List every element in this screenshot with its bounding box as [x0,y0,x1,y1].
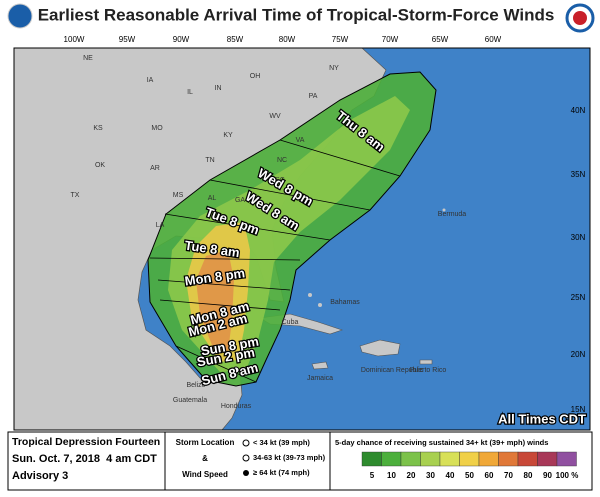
place-label: NY [329,65,339,72]
place-label: AL [208,195,217,202]
storm-location [232,366,240,374]
storm-location-label: Storm Location [176,438,235,447]
latitude-label: 20N [571,350,586,359]
place-label: Dominican Republic [361,367,424,374]
scale-swatch [361,451,382,467]
longitude-label: 90W [173,35,190,44]
place-label: MO [151,125,163,132]
scale-label: 80 [524,471,533,480]
wind-category: 34-63 kt (39-73 mph) [253,453,326,462]
place-label: Bermuda [438,211,467,218]
bermuda [442,208,446,212]
noaa-logo [7,3,33,29]
scale-swatch [459,451,480,467]
place-label: IA [147,77,154,84]
scale-swatch [478,451,499,467]
scale-swatch [400,451,421,467]
place-label: TX [71,192,80,199]
latitude-label: 15N [571,405,586,414]
place-label: Guatemala [173,397,207,404]
place-label: LA [156,222,165,229]
place-label: WV [269,113,281,120]
scale-label: 20 [407,471,416,480]
wind-category: < 34 kt (39 mph) [253,438,310,447]
scale-swatch [381,451,402,467]
place-label: VA [296,137,305,144]
wind-category: ≥ 64 kt (74 mph) [253,468,310,477]
nws-logo-center [573,11,587,25]
place-label: Bahamas [330,299,360,306]
symbol-hurricane [243,470,249,476]
scale-swatch [537,451,558,467]
place-label: TN [205,157,214,164]
time-note: All Times CDT [498,411,586,426]
place-label: MS [173,192,184,199]
place-label: AR [150,165,160,172]
scale-swatch [498,451,519,467]
place-label: PA [309,93,318,100]
probability-title: 5-day chance of receiving sustained 34+ … [335,438,548,447]
scale-label: 10 [387,471,396,480]
longitude-label: 100W [64,35,85,44]
latitude-label: 35N [571,170,586,179]
longitude-label: 95W [119,35,136,44]
latitude-label: 30N [571,233,586,242]
map-frame [13,47,591,431]
puerto-rico [419,359,433,365]
place-label: Honduras [221,403,252,410]
place-label: NE [83,55,93,62]
place-label: SC [275,177,285,184]
longitude-label: 60W [485,35,502,44]
probability-swath-core [196,250,234,352]
scale-label: 40 [446,471,455,480]
hispaniola [359,339,401,357]
longitude-label: 85W [227,35,244,44]
place-label: Puerto Rico [410,367,447,374]
longitude-label: 75W [332,35,349,44]
wind-speed-label: Wind Speed [182,470,228,479]
scale-swatch [517,451,538,467]
scale-label: 70 [504,471,513,480]
place-label: Jamaica [307,375,333,382]
place-label: Belize [186,382,205,389]
place-label: KS [93,125,103,132]
scale-label: 30 [426,471,435,480]
scale-label: 60 [485,471,494,480]
scale-swatch [420,451,441,467]
scale-swatch [556,451,577,467]
ampersand: & [202,454,208,463]
latitude-label: 25N [571,293,586,302]
place-label: GA [235,197,245,204]
scale-swatch [439,451,460,467]
latitude-label: 40N [571,106,586,115]
advisory-number: Advisory 3 [12,470,68,482]
place-label: NC [277,157,287,164]
bahamas [308,293,312,297]
advisory-date: Sun. Oct. 7, 2018 4 am CDT [12,453,157,465]
jamaica [311,361,329,370]
isochrone-lines [149,139,401,383]
symbol-storm [242,454,250,462]
place-label: Cuba [282,319,299,326]
scale-label: 5 [370,471,375,480]
title: Earliest Reasonable Arrival Time of Trop… [38,5,555,24]
place-label: IN [215,85,222,92]
storm-name: Tropical Depression Fourteen [12,436,160,448]
bahamas [318,303,322,307]
scale-label: 50 [465,471,474,480]
scale-label: 90 [543,471,552,480]
longitude-label: 70W [382,35,399,44]
legend-items: < 34 kt (39 mph) 34-63 kt (39-73 mph) ≥ 64… [253,438,578,480]
place-label: OH [250,73,261,80]
place-label: OK [95,162,105,169]
scale-label: 100 % [556,471,579,480]
longitude-label: 65W [432,35,449,44]
longitude-label: 80W [279,35,296,44]
symbol-weak [242,439,250,447]
place-label: KY [223,132,233,139]
place-label: IL [187,89,193,96]
